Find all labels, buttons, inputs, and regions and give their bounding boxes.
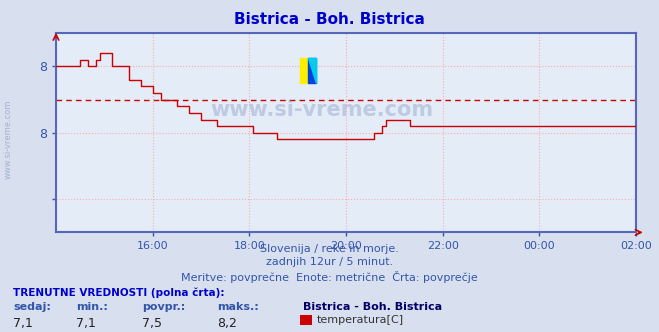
Text: TRENUTNE VREDNOSTI (polna črta):: TRENUTNE VREDNOSTI (polna črta): bbox=[13, 287, 225, 298]
Text: Bistrica - Boh. Bistrica: Bistrica - Boh. Bistrica bbox=[303, 302, 442, 312]
Text: temperatura[C]: temperatura[C] bbox=[316, 315, 403, 325]
Text: www.si-vreme.com: www.si-vreme.com bbox=[3, 100, 13, 179]
Text: Bistrica - Boh. Bistrica: Bistrica - Boh. Bistrica bbox=[234, 12, 425, 27]
Text: 7,5: 7,5 bbox=[142, 317, 161, 330]
Text: 8,2: 8,2 bbox=[217, 317, 237, 330]
Text: sedaj:: sedaj: bbox=[13, 302, 51, 312]
Text: www.si-vreme.com: www.si-vreme.com bbox=[210, 100, 434, 120]
Text: Slovenija / reke in morje.: Slovenija / reke in morje. bbox=[260, 244, 399, 254]
Text: 7,1: 7,1 bbox=[76, 317, 96, 330]
Text: Meritve: povprečne  Enote: metrične  Črta: povprečje: Meritve: povprečne Enote: metrične Črta:… bbox=[181, 271, 478, 283]
Text: 7,1: 7,1 bbox=[13, 317, 33, 330]
Polygon shape bbox=[308, 58, 316, 83]
Text: zadnjih 12ur / 5 minut.: zadnjih 12ur / 5 minut. bbox=[266, 257, 393, 267]
Bar bbox=[300, 58, 308, 83]
Text: maks.:: maks.: bbox=[217, 302, 259, 312]
Text: povpr.:: povpr.: bbox=[142, 302, 185, 312]
Text: min.:: min.: bbox=[76, 302, 107, 312]
Bar bbox=[308, 58, 316, 83]
